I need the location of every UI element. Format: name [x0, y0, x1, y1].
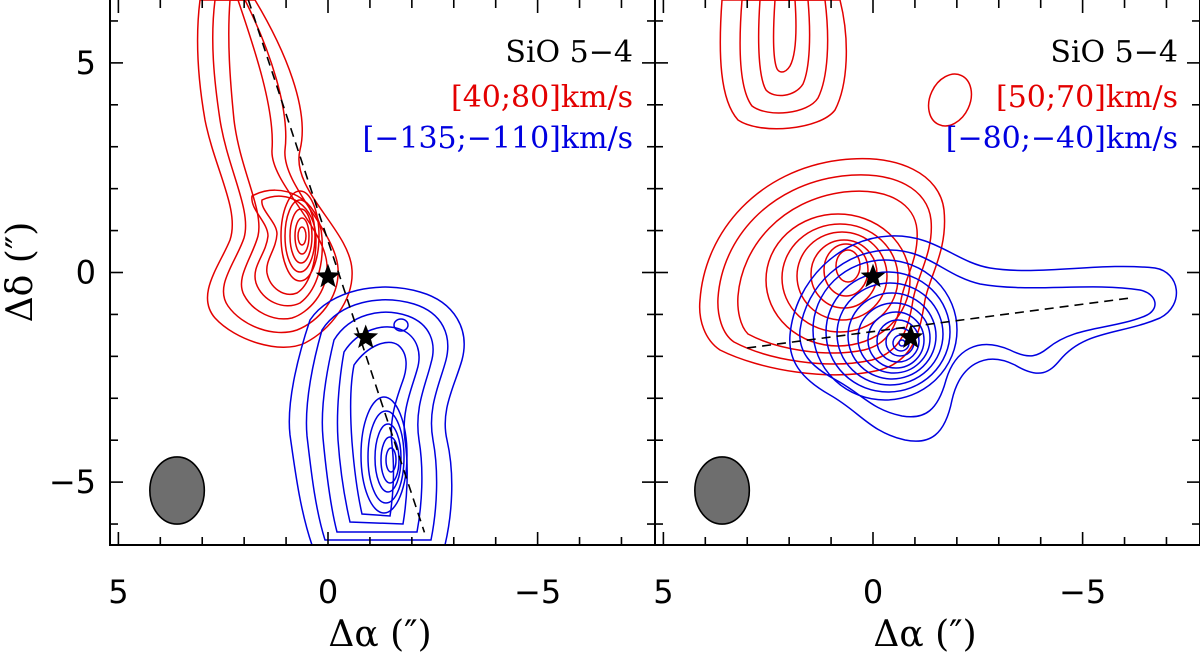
- panel-title-right: SiO 5−4: [1050, 35, 1178, 70]
- red-contour: [280, 190, 320, 282]
- star-marker: [860, 263, 886, 288]
- red-contour: [719, 0, 848, 130]
- beam-ellipse: [149, 456, 206, 525]
- blue-contour: [825, 271, 951, 393]
- blue-contour: [380, 436, 400, 484]
- red-contour: [772, 0, 797, 73]
- red-contour: [737, 190, 918, 354]
- panel-title-left: SiO 5−4: [505, 35, 633, 70]
- star-markers-left: [315, 263, 379, 348]
- x-tick-label: 5: [108, 573, 128, 611]
- blue-contour: [321, 311, 434, 533]
- red-contour: [261, 195, 317, 295]
- blue-contour: [847, 292, 937, 380]
- blue-contour: [336, 326, 420, 525]
- red-contour: [212, 0, 339, 334]
- blue-contour: [836, 282, 944, 386]
- red-contour: [196, 0, 353, 348]
- x-tick-label: −5: [1059, 573, 1106, 611]
- red-contour: [927, 73, 973, 127]
- red-contour: [698, 158, 946, 376]
- red-contour: [835, 249, 861, 283]
- blue-contour: [799, 249, 1156, 418]
- y-tick-label: 5: [76, 44, 96, 82]
- red-contour: [739, 0, 829, 114]
- red-contour: [251, 189, 324, 307]
- star-marker: [315, 263, 341, 288]
- blue-contours-left: [288, 286, 465, 546]
- blue-contour: [360, 396, 408, 514]
- x-axis-label-right: Δα (″): [873, 614, 976, 655]
- x-tick-label: 0: [863, 573, 883, 611]
- red-contour: [294, 217, 310, 255]
- red-contour: [717, 174, 933, 365]
- blue-contour: [789, 235, 1177, 442]
- blue-contour: [374, 423, 402, 493]
- star-markers-right: [860, 263, 924, 348]
- blue-contour: [857, 302, 931, 374]
- ticks-left: 5 0 −5 5 0 −5: [49, 0, 655, 611]
- blue-contours-right: [789, 235, 1177, 442]
- red-contour: [297, 226, 307, 246]
- blue-contour: [393, 318, 409, 332]
- red-contour: [228, 0, 328, 320]
- blue-contour: [367, 410, 405, 504]
- x-tick-label: 5: [653, 573, 673, 611]
- blue-velocity-range-left: [−135;−110]km/s: [363, 121, 633, 156]
- blue-contour: [385, 447, 397, 473]
- y-tick-label: −5: [49, 463, 96, 501]
- panel-left: 5 0 −5 5 0 −5 SiO 5−4 [40;80]km/s [−135;−110]…: [49, 0, 656, 611]
- red-contour: [796, 231, 888, 321]
- x-tick-label: −5: [514, 573, 561, 611]
- y-tick-label: 0: [76, 254, 96, 292]
- panel-right: 5 0 −5 SiO 5−4 [50;70]km/s [−80;−40]km/s: [653, 0, 1200, 611]
- blue-contour: [305, 299, 449, 541]
- red-contour: [284, 199, 316, 273]
- star-marker: [353, 324, 379, 348]
- red-contours-left: [196, 0, 353, 348]
- ticks-right: 5 0 −5: [653, 0, 1200, 611]
- red-velocity-range-right: [50;70]km/s: [996, 80, 1178, 115]
- jet-axis-line: [247, 0, 426, 533]
- x-tick-label: 0: [318, 573, 338, 611]
- blue-contour: [288, 286, 465, 546]
- star-marker: [898, 324, 924, 348]
- x-axis-label-left: Δα (″): [328, 614, 431, 655]
- jet-axis-line: [747, 296, 1134, 349]
- beam-ellipse: [694, 456, 751, 525]
- red-contour: [757, 0, 811, 97]
- red-contour: [781, 223, 899, 333]
- y-axis-label: Δδ (″): [0, 222, 41, 323]
- blue-velocity-range-right: [−80;−40]km/s: [946, 121, 1178, 156]
- blue-contour: [876, 319, 920, 363]
- blue-contour: [812, 259, 958, 401]
- red-velocity-range-left: [40;80]km/s: [451, 80, 633, 115]
- panel-frame-right: [654, 0, 1200, 546]
- red-contour: [289, 208, 313, 264]
- blue-contour: [867, 311, 925, 369]
- red-contour: [823, 243, 869, 297]
